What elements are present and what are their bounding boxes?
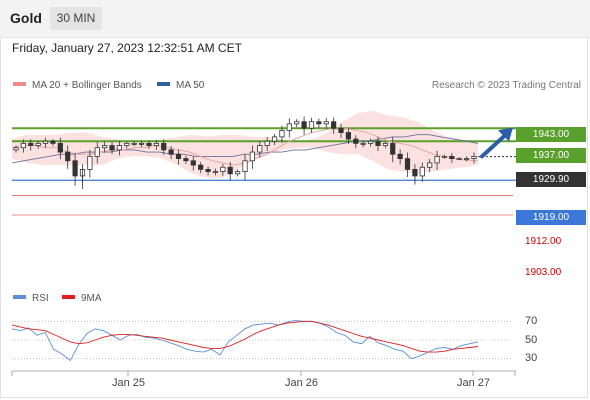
legend-9ma-label: 9MA [81,293,102,304]
resistance-tag-1937: 1937.00 [516,148,586,163]
support-label-1912: 1912.00 [525,236,562,247]
legend-bollinger: MA 20 + Bollinger Bands [13,80,142,91]
candle-body [227,166,233,175]
rsi-series-9ma [11,320,479,353]
x-tick-jan26: Jan 26 [285,377,319,389]
timestamp: Friday, January 27, 2023 12:32:51 AM CET [12,41,242,55]
bollinger-swatch [13,82,26,87]
candle-body [286,123,292,131]
candle-body [367,140,374,144]
timeframe-button[interactable]: 30 MIN [50,7,102,30]
candle-body [131,142,137,145]
candle-body [397,153,403,159]
candle-body [205,169,211,172]
rsi-swatch [13,295,26,300]
candle-body [434,156,440,164]
rsi-tick-30: 30 [525,352,538,364]
candle-body [124,142,130,146]
candle-body [427,162,433,168]
candle-body [382,142,388,146]
candle-body [456,158,462,160]
rsi-tick-50: 50 [525,334,538,346]
candle-body [271,136,278,142]
candle-body [390,142,396,155]
candle-body [441,156,448,158]
candle-body [94,147,100,157]
header-bar: Gold 30 MIN [0,0,590,38]
forecast-arrow-shaft [480,133,507,159]
candle-body [419,166,425,177]
legend-9ma: 9MA [62,293,102,304]
candle-body [65,151,71,162]
candle-body [42,140,49,144]
candle-body [28,142,34,146]
candle-body [331,121,337,129]
candle-body [161,142,167,151]
support-label-1903: 1903.00 [525,267,562,278]
candle-body [190,160,196,166]
legend-rsi: RSI [13,293,49,304]
legend-ma50: MA 50 [157,80,204,91]
candle-body [257,145,263,153]
candle-body [323,121,329,125]
candle-body [316,121,322,125]
candle-body [412,169,418,177]
rsi-series-rsi [11,319,479,362]
x-tick-jan27: Jan 27 [457,377,491,389]
candle-body [471,156,477,159]
candle-body [264,140,270,146]
candle-body [360,142,366,145]
candle-body [308,121,315,129]
rsi-tick-70: 70 [525,315,538,327]
candle-body [183,158,189,162]
x-tick-jan25: Jan 25 [112,377,146,389]
candle-body [301,121,307,129]
candle-body [35,142,41,146]
candle-body [50,140,56,144]
candle-body [57,142,63,153]
candle-body [353,138,359,144]
candle-body [116,145,123,151]
candle-body [20,142,26,149]
candle-body [212,171,219,173]
instrument-title: Gold [10,10,42,26]
candle-body [168,149,174,155]
legend-rsi-label: RSI [32,293,49,304]
candle-body [249,151,255,162]
candle-body [109,145,115,151]
candle-body [449,156,455,159]
legend-ma50-label: MA 50 [176,80,205,91]
ma9-swatch [62,295,75,300]
candle-body [146,142,152,146]
ma50-swatch [157,82,170,87]
candle-body [235,171,241,175]
support-tag-1919: 1919.00 [516,210,586,225]
credit-text: Research © 2023 Trading Central [431,80,581,91]
candle-body [279,129,285,138]
candle-body [13,147,19,151]
candle-body [464,158,470,160]
candle-body [220,166,226,172]
candle-body [102,145,108,149]
forecast-arrow-head [498,127,513,142]
candle-body [404,158,411,170]
candle-body [138,142,145,145]
candle-body [345,132,352,140]
candle-body [72,160,78,177]
candle-body [198,164,204,170]
candle-body [242,160,248,172]
current-price-tag: 1929.90 [516,172,586,187]
candle-body [175,153,182,159]
candle-body [87,156,93,170]
candle-body [375,140,381,146]
legend-bollinger-label: MA 20 + Bollinger Bands [32,80,142,91]
candle-body [338,127,344,133]
candle-body [153,142,159,146]
candle-body [294,121,300,125]
resistance-tag-1943: 1943.00 [516,127,586,142]
